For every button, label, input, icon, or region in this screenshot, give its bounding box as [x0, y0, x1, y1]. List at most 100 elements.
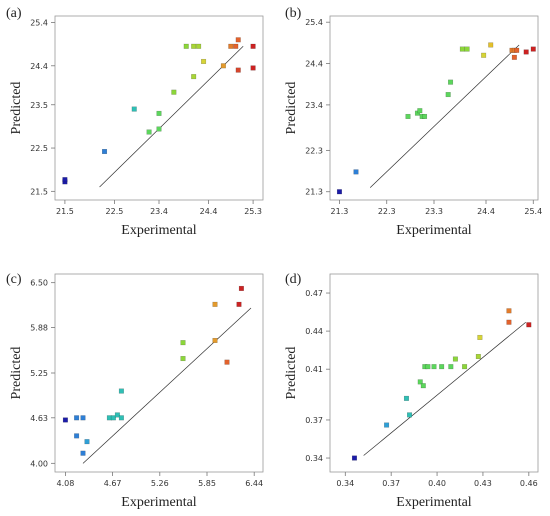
data-point [220, 63, 226, 69]
data-point [481, 52, 487, 58]
y-tick-label: 24.4 [305, 60, 323, 69]
data-point [171, 89, 177, 95]
y-tick-label: 0.41 [305, 365, 323, 374]
data-point [191, 74, 197, 80]
fit-line [82, 307, 252, 464]
data-point [422, 113, 428, 119]
y-tick-label: 4.00 [30, 459, 48, 468]
x-tick-label: 4.08 [56, 479, 74, 488]
data-point [420, 383, 426, 389]
data-point [235, 67, 241, 73]
panel-label: (c) [6, 272, 22, 287]
x-tick-label: 25.3 [244, 207, 262, 216]
data-point [353, 169, 359, 175]
y-tick-label: 0.37 [305, 416, 323, 425]
data-point [448, 364, 454, 370]
data-point [102, 149, 108, 155]
data-point [212, 301, 218, 307]
y-tick-label: 6.50 [30, 279, 48, 288]
x-tick-label: 5.85 [198, 479, 216, 488]
data-point [110, 415, 116, 421]
data-point [351, 455, 357, 461]
data-point [80, 415, 86, 421]
data-point [62, 417, 68, 423]
x-tick-label: 0.43 [474, 479, 492, 488]
data-point [526, 322, 532, 328]
x-tick-label: 23.4 [150, 207, 168, 216]
data-point [462, 364, 468, 370]
x-tick-label: 22.5 [106, 207, 124, 216]
data-point [233, 43, 239, 49]
y-tick-label: 21.5 [30, 187, 48, 196]
x-tick-label: 0.34 [336, 479, 354, 488]
data-point [114, 412, 120, 418]
y-tick-label: 0.47 [305, 289, 323, 298]
x-tick-label: 23.3 [425, 207, 443, 216]
data-point [448, 79, 454, 85]
data-point [431, 364, 437, 370]
data-point [212, 337, 218, 343]
y-tick-label: 0.34 [305, 454, 323, 463]
x-axis-label: Experimental [396, 495, 472, 510]
y-tick-label: 24.4 [30, 62, 48, 71]
y-tick-label: 5.88 [30, 323, 48, 332]
x-tick-label: 0.37 [382, 479, 400, 488]
data-point [459, 46, 465, 52]
chart-panel-4: 0.34 0.37 0.40 0.43 0.46 0.34 0.37 0.41 0.44 0.47… [284, 272, 539, 510]
data-point [74, 415, 80, 421]
data-point [238, 285, 244, 291]
data-point [84, 439, 90, 445]
data-point [180, 340, 186, 346]
data-point [511, 54, 517, 60]
x-tick-label: 21.3 [331, 207, 349, 216]
y-tick-label: 5.25 [30, 369, 48, 378]
y-tick-label: 4.63 [30, 414, 48, 423]
data-point [156, 110, 162, 116]
data-point [250, 65, 256, 71]
chart-panel-1: 21.5 22.5 23.4 24.4 25.3 21.5 22.5 23.5 24.4 25.4… [6, 6, 264, 238]
data-point [196, 43, 202, 49]
fit-line [99, 46, 244, 188]
data-point [475, 354, 481, 360]
data-point [131, 106, 137, 112]
x-tick-label: 25.4 [524, 207, 542, 216]
data-point [506, 308, 512, 314]
y-axis-label: Predicted [9, 82, 24, 135]
data-point [228, 43, 234, 49]
data-point [445, 92, 451, 98]
data-point [407, 412, 413, 418]
data-point [180, 356, 186, 362]
data-point [403, 395, 409, 401]
data-point [477, 334, 483, 340]
data-point [488, 42, 494, 48]
data-point [425, 364, 431, 370]
data-point [417, 108, 423, 114]
data-point [201, 58, 207, 64]
data-point [156, 126, 162, 132]
x-axis-label: Experimental [121, 495, 197, 510]
y-tick-label: 0.44 [305, 327, 323, 336]
plot-frame [329, 273, 539, 473]
y-tick-label: 25.4 [305, 18, 323, 27]
fit-line [363, 321, 526, 456]
data-point [523, 49, 529, 55]
y-tick-label: 21.3 [305, 188, 323, 197]
x-tick-label: 4.67 [104, 479, 122, 488]
y-tick-label: 22.3 [305, 146, 323, 155]
data-point [118, 388, 124, 394]
data-point [250, 43, 256, 49]
x-tick-label: 21.5 [56, 207, 74, 216]
data-point [118, 415, 124, 421]
x-axis-label: Experimental [121, 223, 197, 238]
data-point [224, 359, 230, 365]
y-tick-label: 23.5 [30, 101, 48, 110]
x-tick-label: 22.3 [378, 207, 396, 216]
x-tick-label: 5.26 [151, 479, 169, 488]
data-point [439, 364, 445, 370]
data-point [80, 450, 86, 456]
data-point [530, 46, 536, 52]
data-point [236, 301, 242, 307]
data-point [464, 46, 470, 52]
